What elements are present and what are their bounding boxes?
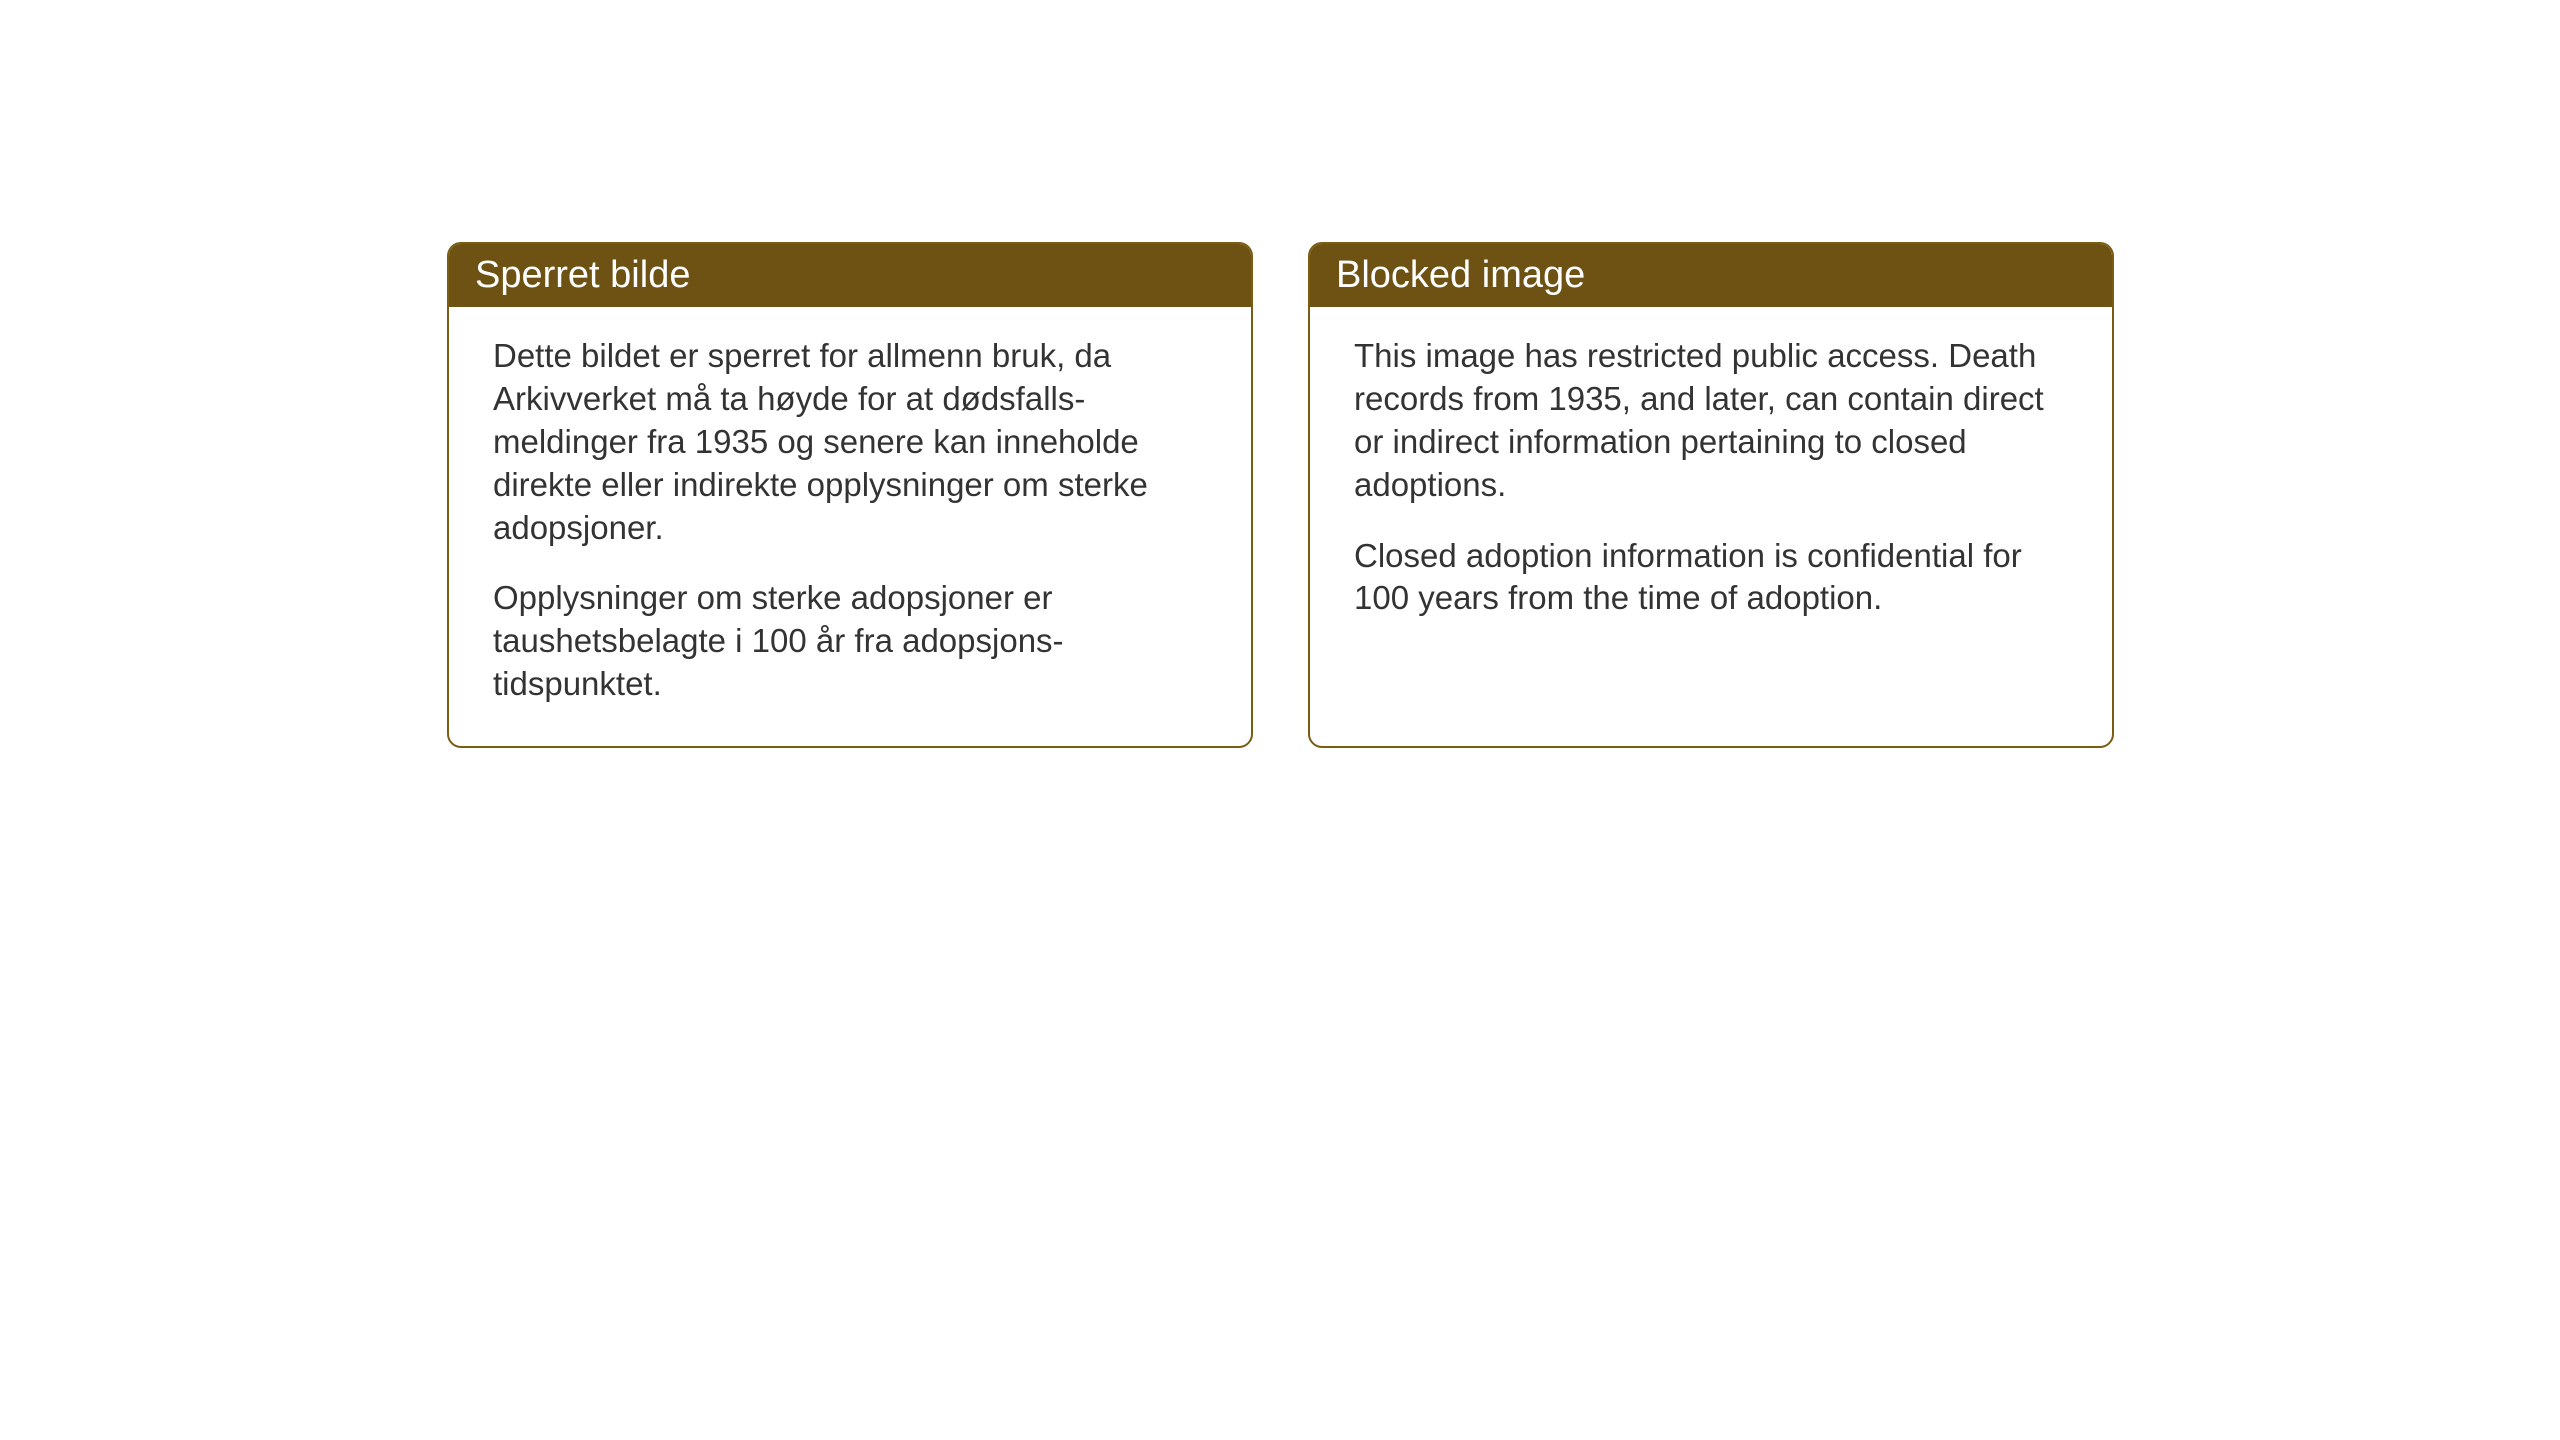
english-paragraph-2: Closed adoption information is confident… <box>1354 535 2068 621</box>
english-card: Blocked image This image has restricted … <box>1308 242 2114 748</box>
english-card-title: Blocked image <box>1310 244 2112 307</box>
norwegian-card-title: Sperret bilde <box>449 244 1251 307</box>
english-card-body: This image has restricted public access.… <box>1310 307 2112 660</box>
english-paragraph-1: This image has restricted public access.… <box>1354 335 2068 507</box>
notice-container: Sperret bilde Dette bildet er sperret fo… <box>447 242 2114 748</box>
norwegian-paragraph-1: Dette bildet er sperret for allmenn bruk… <box>493 335 1207 549</box>
norwegian-card-body: Dette bildet er sperret for allmenn bruk… <box>449 307 1251 746</box>
norwegian-paragraph-2: Opplysninger om sterke adopsjoner er tau… <box>493 577 1207 706</box>
norwegian-card: Sperret bilde Dette bildet er sperret fo… <box>447 242 1253 748</box>
